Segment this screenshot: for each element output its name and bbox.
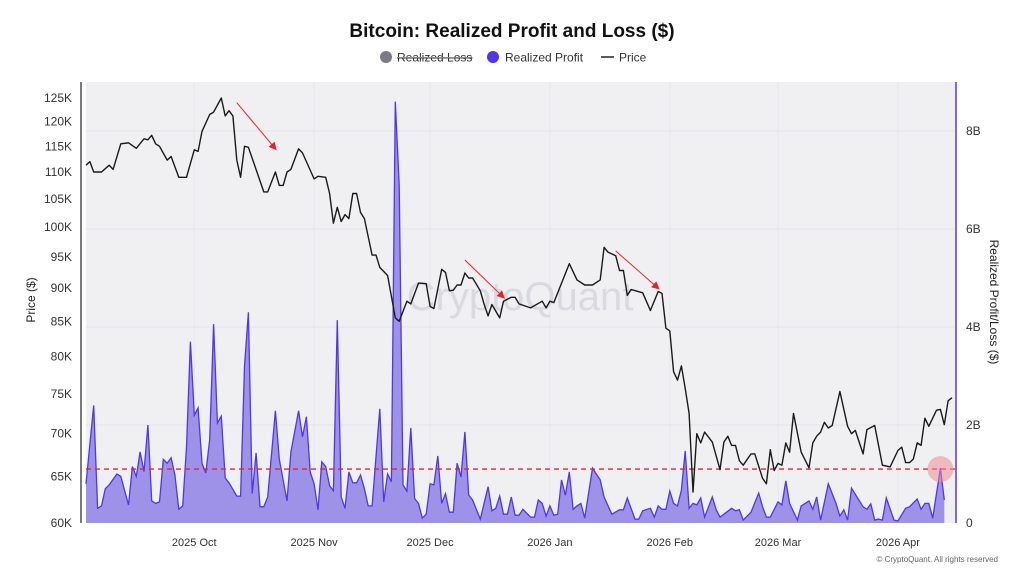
left-axis-tick-label: 80K xyxy=(51,349,72,363)
annotation-arrow xyxy=(615,250,660,290)
price-series xyxy=(85,97,953,493)
chart-title: Bitcoin: Realized Profit and Loss ($) xyxy=(349,21,674,42)
x-axis-tick-label: 2026 Mar xyxy=(755,537,802,549)
left-axis-ticks: 60K 65K 70K 75K 80K 85K 90K 95K 100K 105K 110K 115K… xyxy=(44,91,72,530)
left-axis-tick-label: 65K xyxy=(51,470,72,484)
watermark: CryptoQuant xyxy=(407,275,634,319)
left-axis-tick-label: 75K xyxy=(51,387,72,401)
legend-price-label: Price xyxy=(619,51,647,65)
legend-item-realized-profit[interactable]: Realized Profit xyxy=(487,51,584,65)
x-axis-tick-label: 2025 Nov xyxy=(291,537,339,549)
annotation-arrow xyxy=(464,259,505,299)
x-axis-tick-label: 2025 Oct xyxy=(172,537,217,549)
left-axis-title: Price ($) xyxy=(24,277,38,322)
legend-realized-profit-swatch xyxy=(487,51,499,63)
annotation-arrow xyxy=(236,102,277,151)
annotations xyxy=(236,102,954,483)
legend-realized-loss-swatch xyxy=(380,51,392,63)
left-axis-tick-label: 120K xyxy=(44,115,72,129)
left-axis-tick-label: 70K xyxy=(51,427,72,441)
legend: Realized Loss Realized Profit Price xyxy=(380,51,647,65)
gridlines xyxy=(86,82,955,523)
legend-item-price[interactable]: Price xyxy=(601,51,647,65)
highlight-circle xyxy=(927,456,954,483)
right-axis-tick-label: 8B xyxy=(966,124,981,138)
right-axis-title: Realized Profit/Loss ($) xyxy=(987,240,1001,365)
copyright: © CryptoQuant. All rights reserved xyxy=(877,555,999,564)
right-axis-tick-label: 4B xyxy=(966,320,981,334)
right-axis-tick-label: 0 xyxy=(966,516,973,530)
x-axis-tick-label: 2026 Jan xyxy=(527,537,572,549)
realized-profit-area xyxy=(86,101,945,523)
x-axis-tick-label: 2025 Dec xyxy=(407,537,455,549)
right-axis-ticks: 0 2B 4B 6B 8B xyxy=(966,124,981,530)
plot-area xyxy=(86,82,955,523)
x-axis-ticks: 2025 Oct 2025 Nov 2025 Dec 2026 Jan 2026 Feb… xyxy=(172,537,920,549)
realized-profit-series xyxy=(85,101,945,523)
left-axis-tick-label: 100K xyxy=(44,220,72,234)
realized-profit-line xyxy=(85,101,945,522)
left-axis-tick-label: 115K xyxy=(45,139,72,153)
legend-realized-profit-label: Realized Profit xyxy=(505,51,584,65)
price-line xyxy=(85,97,953,493)
left-axis-tick-label: 60K xyxy=(51,516,72,530)
left-axis-tick-label: 90K xyxy=(51,281,72,295)
legend-item-realized-loss[interactable]: Realized Loss xyxy=(380,51,472,65)
x-axis-tick-label: 2026 Apr xyxy=(876,537,920,549)
right-axis-tick-label: 2B xyxy=(966,418,981,432)
left-axis-tick-label: 110K xyxy=(45,165,72,179)
right-axis-tick-label: 6B xyxy=(966,222,981,236)
left-axis-tick-label: 95K xyxy=(51,250,72,264)
x-axis-tick-label: 2026 Feb xyxy=(647,537,693,549)
left-axis-tick-label: 125K xyxy=(44,91,72,105)
left-axis-tick-label: 85K xyxy=(51,314,72,328)
left-axis-tick-label: 105K xyxy=(44,192,72,206)
